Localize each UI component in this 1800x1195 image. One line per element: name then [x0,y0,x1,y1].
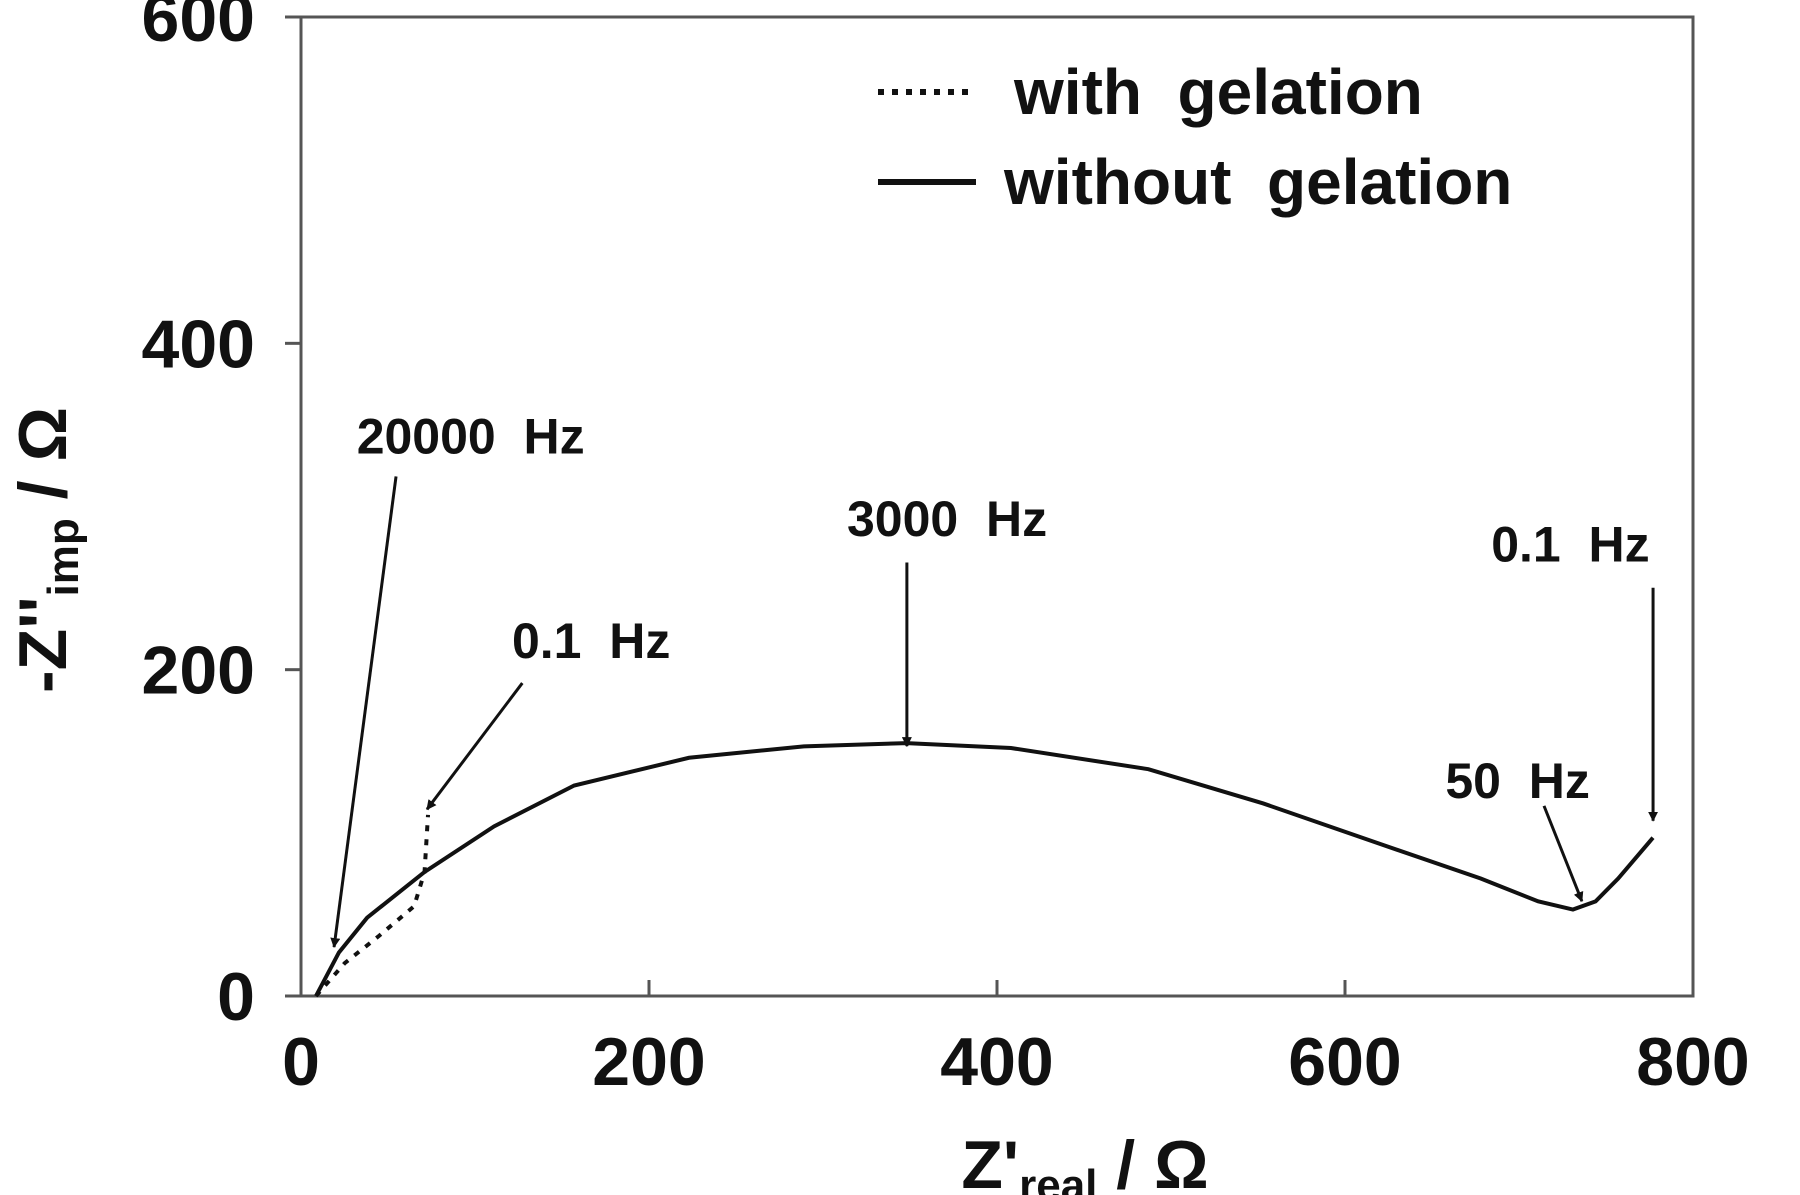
annotation: 0.1 Hz [1491,516,1649,572]
annotation: 3000 Hz [847,491,1047,547]
legend-label: without gelation [1003,146,1512,218]
x-tick-label: 400 [940,1024,1053,1100]
y-label-main: -Z'' [5,596,81,693]
y-tick-label: 600 [142,0,255,56]
y-label-sub: imp [39,518,88,596]
legend-label: with gelation [1013,56,1423,128]
x-tick-label: 200 [592,1024,705,1100]
data-line [314,814,431,998]
y-tick-label: 400 [142,306,255,382]
y-tick-label: 0 [217,959,255,1035]
x-axis-label: Z'real / Ω [961,1127,1208,1195]
x-tick-label: 0 [282,1024,320,1100]
y-tick-label: 200 [142,633,255,709]
x-label-unit: / Ω [1097,1127,1208,1195]
y-axis-label: -Z''imp / Ω [5,407,88,693]
annotation: 50 Hz [1445,753,1590,809]
x-label-main: Z' [961,1127,1019,1195]
x-tick-label: 800 [1636,1024,1749,1100]
annotation-arrow [1542,805,1584,903]
annotation-arrow [425,682,524,811]
x-label-sub: real [1019,1161,1097,1195]
data-line [314,741,1655,997]
annotation-arrow [330,476,398,949]
annotation: 0.1 Hz [512,613,670,669]
annotation: 20000 Hz [357,408,585,464]
x-tick-label: 600 [1288,1024,1401,1100]
y-label-unit: / Ω [5,407,81,518]
